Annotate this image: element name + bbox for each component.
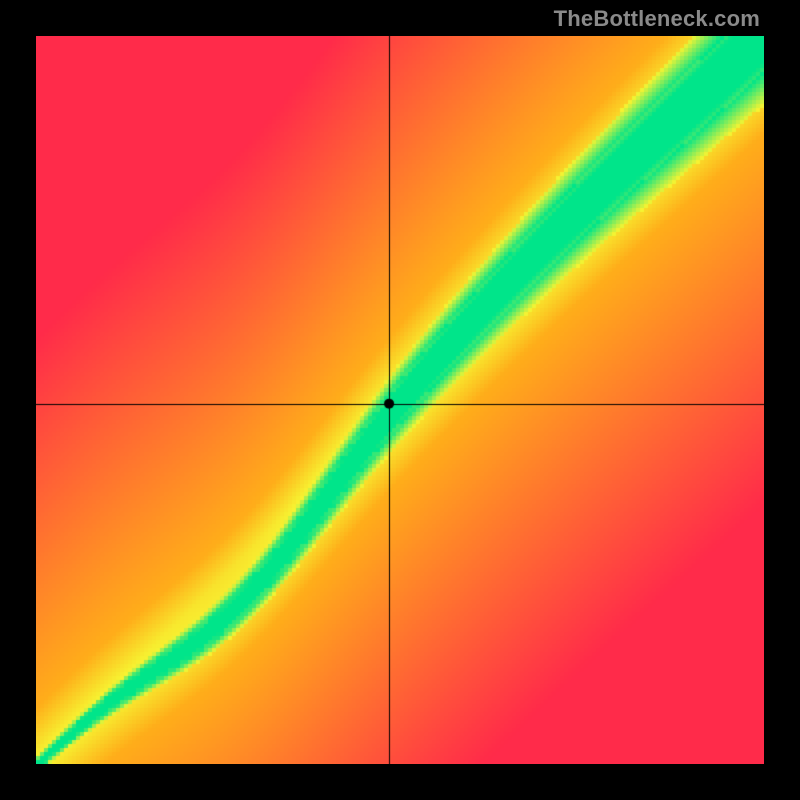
heatmap-plot-area: [36, 36, 764, 764]
heatmap-canvas: [36, 36, 764, 764]
chart-frame: TheBottleneck.com: [0, 0, 800, 800]
watermark-text: TheBottleneck.com: [554, 6, 760, 32]
